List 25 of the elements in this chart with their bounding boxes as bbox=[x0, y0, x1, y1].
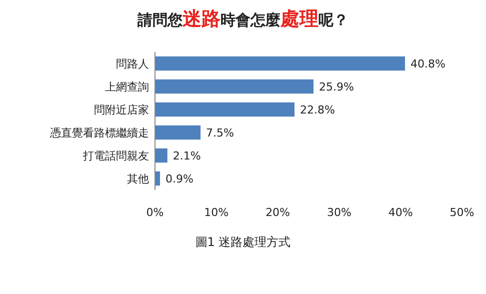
x-tick-label: 20% bbox=[266, 206, 290, 219]
data-label: 0.9% bbox=[166, 172, 194, 186]
bar bbox=[154, 78, 315, 95]
y-tick-label: 打電話問親友 bbox=[82, 150, 149, 162]
data-label: 40.8% bbox=[410, 58, 446, 70]
x-tick-label: 50% bbox=[450, 206, 474, 219]
bar bbox=[154, 101, 296, 118]
y-tick-label: 其他 bbox=[127, 172, 149, 186]
x-tick-label: 30% bbox=[326, 206, 352, 219]
chart-title: 請問您迷路時會怎麼處理呢？ bbox=[136, 8, 348, 30]
data-label: 22.8% bbox=[300, 104, 335, 116]
data-label: 25.9% bbox=[319, 80, 354, 94]
bar bbox=[154, 147, 168, 164]
y-tick-label: 憑直覺看路標繼續走 bbox=[49, 126, 149, 140]
data-label: 7.5% bbox=[206, 126, 234, 140]
y-tick-label: 問路人 bbox=[116, 58, 149, 70]
bar bbox=[154, 55, 406, 72]
x-tick-label: 10% bbox=[204, 206, 229, 219]
caption: 圖1 迷路處理方式 bbox=[195, 235, 291, 249]
y-tick-label: 上網查詢 bbox=[105, 80, 149, 94]
y-tick-label: 問附近店家 bbox=[94, 104, 149, 116]
data-label: 2.1% bbox=[172, 150, 201, 162]
x-tick-label: 0% bbox=[146, 206, 164, 219]
bar bbox=[154, 124, 202, 141]
x-tick-label: 40% bbox=[388, 206, 413, 219]
